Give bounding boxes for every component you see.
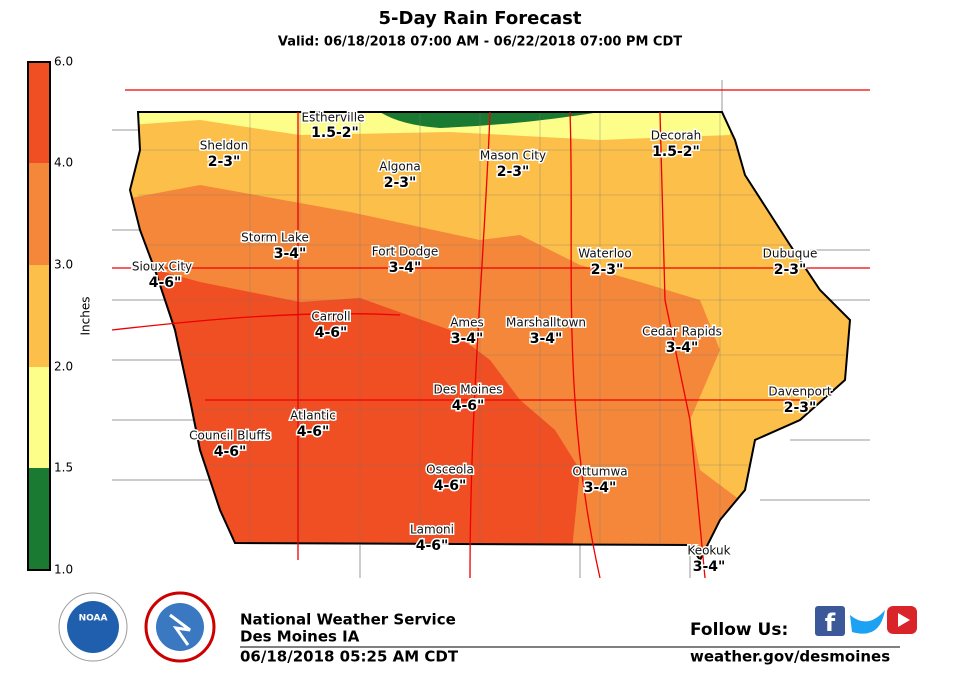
rain-amount: 3-4" (666, 340, 699, 356)
legend-band (28, 468, 50, 570)
svg-text:NOAA: NOAA (79, 614, 108, 624)
city-name: Davenport (768, 385, 832, 399)
city-name: Dubuque (763, 247, 818, 261)
city-name: Osceola (426, 463, 474, 477)
city-name: Estherville (302, 111, 365, 125)
subtitle: Valid: 06/18/2018 07:00 AM - 06/22/2018 … (278, 35, 682, 50)
rain-amount: 4-6" (416, 538, 449, 554)
city-name: Cedar Rapids (642, 325, 722, 339)
rain-amount: 4-6" (149, 275, 182, 291)
rain-amount: 2-3" (784, 400, 817, 416)
legend: Inches 6.0 4.0 3.0 2.0 1.5 1.0 (27, 55, 93, 577)
rain-amount: 2-3" (774, 262, 807, 278)
rain-amount: 3-4" (451, 331, 484, 347)
rain-amount: 3-4" (693, 559, 726, 575)
city-name: Marshalltown (506, 316, 586, 330)
city-name: Des Moines (434, 383, 503, 397)
rain-amount: 1.5-2" (652, 144, 700, 160)
legend-band (28, 265, 50, 367)
city-name: Mason City (480, 149, 546, 163)
rain-amount: 4-6" (315, 325, 348, 341)
rain-amount: 2-3" (384, 175, 417, 191)
legend-band (28, 367, 50, 468)
issued: 06/18/2018 05:25 AM CDT (240, 648, 459, 666)
rain-amount: 3-4" (584, 480, 617, 496)
legend-tick-label: 1.5 (54, 461, 73, 475)
title: 5-Day Rain Forecast (379, 8, 582, 29)
city-name: Council Bluffs (189, 429, 271, 443)
city-name: Decorah (651, 129, 701, 143)
rain-amount: 2-3" (591, 262, 624, 278)
footer: NOAA National Weather Service Des Moines… (58, 591, 917, 666)
rain-amount: 3-4" (274, 246, 307, 262)
legend-tick-label: 4.0 (54, 156, 73, 170)
url[interactable]: weather.gov/desmoines (690, 648, 890, 666)
city-name: Ottumwa (572, 465, 627, 479)
location: Des Moines IA (240, 628, 360, 646)
map (111, 65, 870, 579)
rain-amount: 1.5-2" (311, 125, 359, 141)
legend-title: Inches (79, 297, 93, 336)
rain-amount: 4-6" (434, 478, 467, 494)
city-name: Lamoni (410, 523, 454, 537)
rain-amount: 3-4" (389, 260, 422, 276)
city-name: Waterloo (578, 247, 632, 261)
city-name: Fort Dodge (372, 245, 438, 259)
rain-amount: 4-6" (214, 444, 247, 460)
facebook-icon[interactable] (815, 606, 845, 636)
rain-amount: 4-6" (297, 424, 330, 440)
svg-text:f: f (825, 609, 836, 637)
legend-tick-label: 6.0 (54, 55, 73, 69)
rain-amount: 4-6" (452, 398, 485, 414)
legend-tick-label: 3.0 (54, 258, 73, 272)
twitter-icon[interactable] (850, 610, 885, 634)
city-name: Sheldon (200, 139, 249, 153)
legend-tick-label: 2.0 (54, 360, 73, 374)
city-name: Atlantic (290, 409, 336, 423)
rain-amount: 2-3" (208, 154, 241, 170)
city-name: Carroll (311, 310, 350, 324)
legend-frame (27, 61, 51, 571)
city-name: Ames (450, 316, 484, 330)
rain-amount: 3-4" (530, 331, 563, 347)
city-name: Algona (379, 160, 420, 174)
legend-band (28, 163, 50, 265)
legend-tick-label: 1.0 (54, 563, 73, 577)
city-name: Storm Lake (241, 231, 309, 245)
city-name: Sioux City (132, 260, 192, 274)
office: National Weather Service (240, 611, 456, 629)
city-name: Keokuk (687, 544, 730, 558)
follow-us: Follow Us: (690, 620, 788, 640)
rain-amount: 2-3" (497, 164, 530, 180)
legend-band (28, 62, 50, 163)
